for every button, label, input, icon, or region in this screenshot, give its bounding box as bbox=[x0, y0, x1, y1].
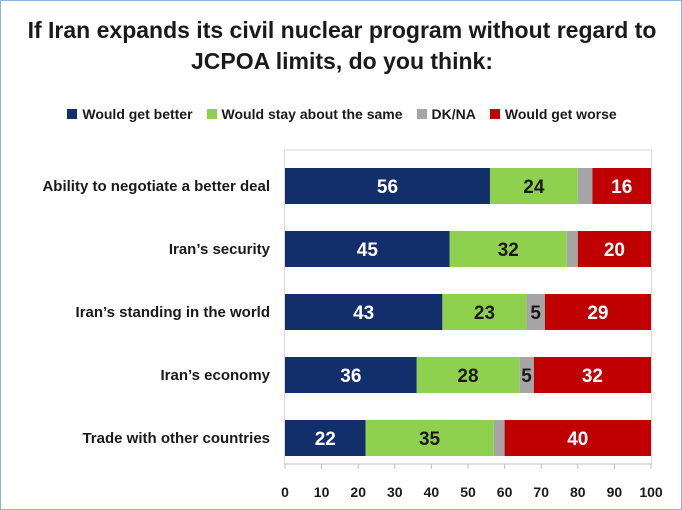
data-label: 36 bbox=[340, 366, 361, 387]
x-tick-label: 0 bbox=[281, 484, 289, 500]
bar-segment bbox=[493, 420, 505, 456]
legend-item-dkna: DK/NA bbox=[416, 106, 476, 122]
data-label: 5 bbox=[521, 366, 532, 387]
x-tick-label: 60 bbox=[497, 484, 513, 500]
chart-title-line-1: If Iran expands its civil nuclear progra… bbox=[27, 17, 657, 43]
category-label: Ability to negotiate a better deal bbox=[42, 178, 270, 195]
data-label: 23 bbox=[474, 303, 495, 324]
data-label: 22 bbox=[315, 429, 336, 450]
bar-segment bbox=[285, 294, 443, 330]
data-label: 43 bbox=[353, 303, 374, 324]
x-tick-label: 10 bbox=[314, 484, 330, 500]
legend-swatch-better bbox=[67, 109, 78, 119]
data-label: 28 bbox=[457, 366, 478, 387]
bar-segment bbox=[592, 168, 651, 204]
data-label: 40 bbox=[567, 429, 588, 450]
data-label: 5 bbox=[530, 303, 541, 324]
data-label: 24 bbox=[523, 177, 545, 198]
bar-segment bbox=[566, 231, 578, 267]
chart-legend: Would get better Would stay about the sa… bbox=[1, 106, 682, 122]
x-tick-label: 30 bbox=[387, 484, 403, 500]
legend-item-worse: Would get worse bbox=[489, 106, 617, 122]
data-label: 56 bbox=[377, 177, 398, 198]
legend-item-better: Would get better bbox=[67, 106, 193, 122]
data-label: 32 bbox=[498, 240, 519, 261]
bar-segment bbox=[519, 357, 534, 393]
bar-segment bbox=[533, 357, 651, 393]
x-tick-label: 90 bbox=[607, 484, 623, 500]
bar-segment bbox=[285, 420, 366, 456]
bar-segment bbox=[285, 231, 450, 267]
x-tick-label: 100 bbox=[639, 484, 663, 500]
bar-segment bbox=[365, 420, 494, 456]
x-tick-label: 80 bbox=[570, 484, 586, 500]
chart-title-line-2: JCPOA limits, do you think: bbox=[191, 48, 493, 74]
bar-segment bbox=[285, 357, 417, 393]
bar-segment bbox=[544, 294, 651, 330]
legend-item-same: Would stay about the same bbox=[206, 106, 403, 122]
bar-segment bbox=[416, 357, 520, 393]
bar-segment bbox=[577, 168, 593, 204]
bar-segment bbox=[577, 231, 651, 267]
bar-segment bbox=[504, 420, 651, 456]
bar-segment bbox=[449, 231, 567, 267]
legend-label-worse: Would get worse bbox=[504, 106, 617, 122]
data-label: 35 bbox=[419, 429, 441, 450]
bar-segment bbox=[442, 294, 527, 330]
category-label: Iran’s standing in the world bbox=[76, 304, 270, 321]
category-label: Iran’s economy bbox=[161, 367, 271, 384]
legend-label-better: Would get better bbox=[82, 106, 193, 122]
x-tick-label: 50 bbox=[460, 484, 476, 500]
x-tick-label: 70 bbox=[533, 484, 549, 500]
category-label: Trade with other countries bbox=[82, 430, 270, 447]
data-label: 32 bbox=[582, 366, 603, 387]
data-label: 16 bbox=[611, 177, 632, 198]
legend-swatch-same bbox=[206, 109, 217, 119]
bar-segment bbox=[285, 168, 490, 204]
bar-segment bbox=[526, 294, 545, 330]
legend-swatch-worse bbox=[489, 109, 500, 119]
data-label: 29 bbox=[587, 303, 608, 324]
chart-title: If Iran expands its civil nuclear progra… bbox=[1, 15, 682, 77]
x-tick-label: 40 bbox=[424, 484, 440, 500]
legend-label-dkna: DK/NA bbox=[431, 106, 476, 122]
data-label: 45 bbox=[357, 240, 379, 261]
category-label: Iran’s security bbox=[169, 241, 271, 258]
bar-segment bbox=[489, 168, 578, 204]
legend-swatch-dkna bbox=[416, 109, 427, 119]
x-tick-label: 20 bbox=[350, 484, 366, 500]
legend-label-same: Would stay about the same bbox=[221, 106, 403, 122]
data-label: 20 bbox=[604, 240, 625, 261]
